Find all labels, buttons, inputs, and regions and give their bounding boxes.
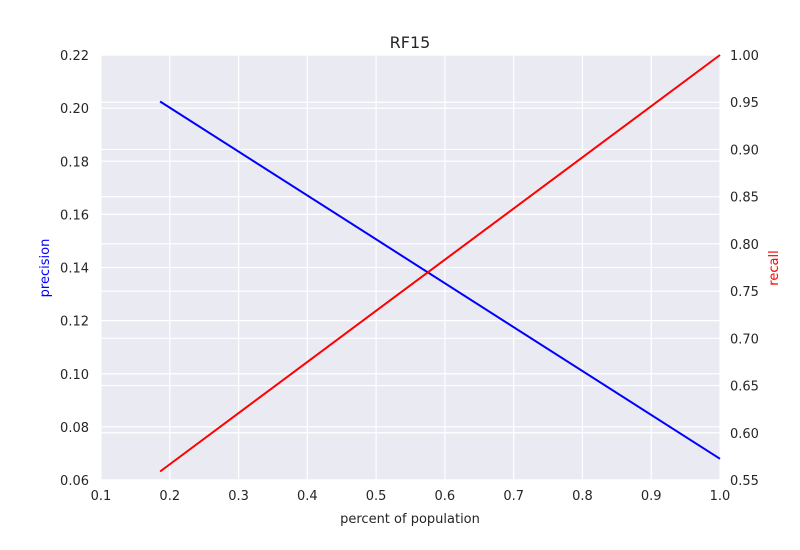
y-left-tick-labels: 0.06 0.08 0.10 0.12 0.14 0.16 0.18 0.20 0.22 <box>60 49 89 489</box>
x-tick-label: 0.4 <box>297 489 318 504</box>
x-tick-label: 0.2 <box>159 489 180 504</box>
y-left-tick-label: 0.08 <box>60 421 89 436</box>
y-left-tick-label: 0.10 <box>60 368 89 383</box>
x-tick-label: 1.0 <box>710 489 731 504</box>
y-right-tick-label: 0.65 <box>730 380 759 395</box>
x-axis-label: percent of population <box>340 512 480 527</box>
x-tick-label: 0.9 <box>641 489 662 504</box>
x-tick-labels: 0.1 0.2 0.3 0.4 0.5 0.6 0.7 0.8 0.9 1.0 <box>91 489 731 504</box>
y-right-tick-label: 1.00 <box>730 49 759 64</box>
x-tick-label: 0.7 <box>503 489 524 504</box>
y-right-tick-labels: 0.55 0.60 0.65 0.70 0.75 0.80 0.85 0.90 0.95 1.00 <box>730 49 759 489</box>
y-left-tick-label: 0.12 <box>60 315 89 330</box>
y-right-tick-label: 0.90 <box>730 143 759 158</box>
chart-title: RF15 <box>390 33 431 52</box>
grid-lines-right <box>101 54 720 481</box>
x-tick-label: 0.3 <box>228 489 249 504</box>
y-left-tick-label: 0.20 <box>60 102 89 117</box>
y-right-tick-label: 0.95 <box>730 96 759 111</box>
x-tick-label: 0.1 <box>91 489 112 504</box>
series-line-recall <box>159 54 721 473</box>
y-left-tick-label: 0.18 <box>60 155 89 170</box>
y-right-tick-label: 0.60 <box>730 427 759 442</box>
y-right-tick-label: 0.70 <box>730 332 759 347</box>
series-line-precision <box>159 100 721 460</box>
x-tick-label: 0.6 <box>435 489 456 504</box>
x-tick-label: 0.8 <box>572 489 593 504</box>
y-left-tick-label: 0.22 <box>60 49 89 64</box>
series-lines <box>159 54 721 473</box>
grid-lines-x <box>100 55 721 480</box>
y-right-tick-label: 0.75 <box>730 285 759 300</box>
y-right-tick-label: 0.85 <box>730 191 759 206</box>
x-tick-label: 0.5 <box>366 489 387 504</box>
y-left-tick-label: 0.14 <box>60 262 89 277</box>
y-right-tick-label: 0.55 <box>730 474 759 489</box>
y-axis-left-label: precision <box>38 239 53 298</box>
y-axis-right-label: recall <box>767 250 782 285</box>
y-left-tick-label: 0.06 <box>60 474 89 489</box>
y-left-tick-label: 0.16 <box>60 208 89 223</box>
y-right-tick-label: 0.80 <box>730 238 759 253</box>
